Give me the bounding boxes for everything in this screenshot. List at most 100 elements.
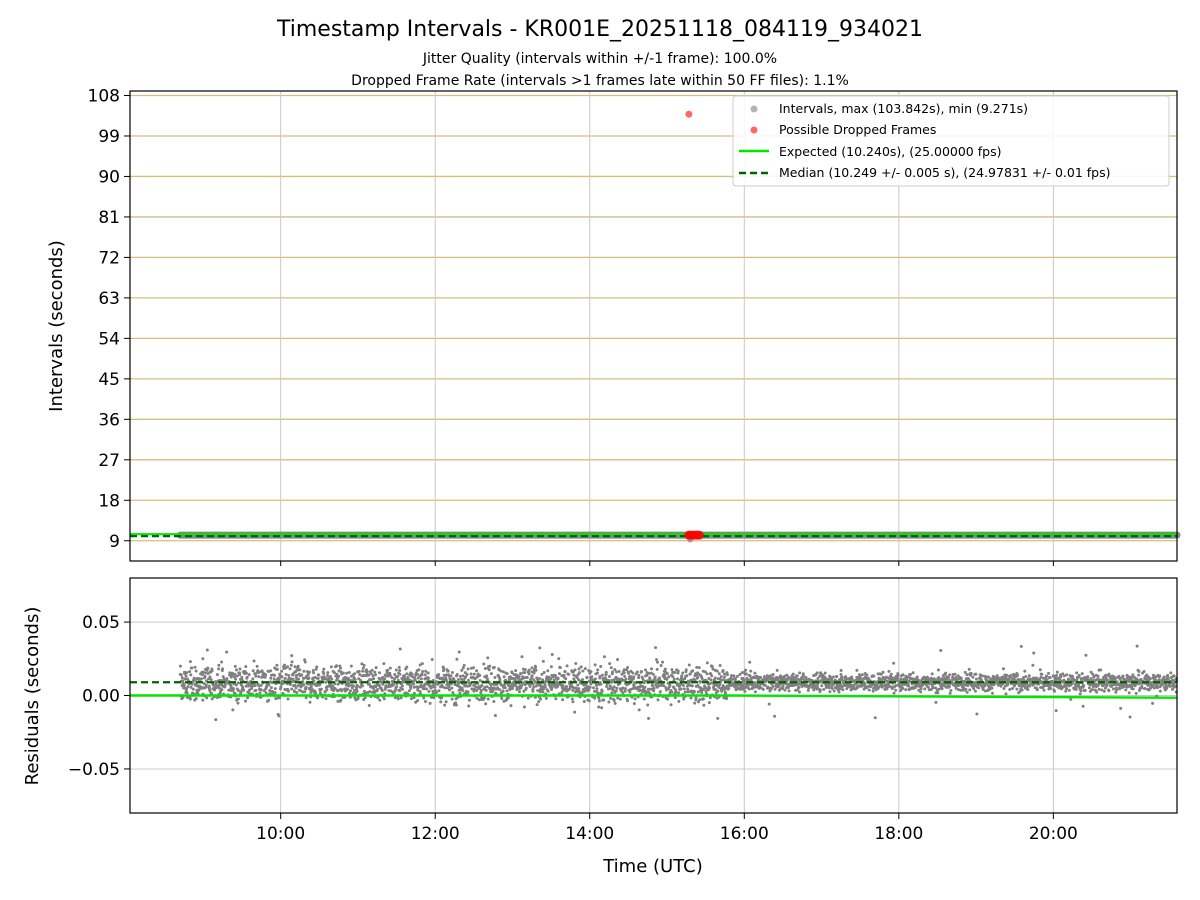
residual-point: [973, 689, 977, 693]
residual-point: [715, 669, 719, 673]
chart-title: Timestamp Intervals - KR001E_20251118_08…: [276, 17, 923, 42]
residual-point: [252, 659, 256, 663]
residual-point: [254, 688, 258, 692]
residual-point: [244, 684, 248, 688]
residual-point: [260, 669, 264, 673]
residual-point: [302, 669, 306, 673]
residual-point: [602, 698, 606, 702]
residual-point: [647, 671, 651, 675]
residual-point: [939, 649, 943, 653]
residual-point: [442, 669, 446, 673]
residual-point: [860, 684, 864, 688]
residual-point: [887, 669, 891, 673]
residual-point: [743, 678, 747, 682]
residual-point: [297, 677, 301, 681]
residual-point: [269, 676, 273, 680]
residual-point: [621, 691, 625, 695]
residual-point: [905, 677, 909, 681]
residual-point: [1074, 684, 1078, 688]
residual-point: [220, 688, 224, 692]
residual-point: [596, 671, 600, 675]
residual-point: [867, 688, 871, 692]
residual-point: [205, 696, 209, 700]
residual-point: [1061, 672, 1065, 676]
residual-point: [1149, 681, 1153, 685]
residual-point: [894, 688, 898, 692]
residual-point: [522, 689, 526, 693]
residual-point: [263, 675, 267, 679]
residual-point: [618, 697, 622, 701]
residual-point: [823, 671, 827, 675]
residual-point: [421, 670, 425, 674]
residual-point: [700, 677, 704, 681]
residual-point: [204, 683, 208, 687]
residual-point: [268, 689, 272, 693]
residual-point: [445, 680, 449, 684]
residual-point: [246, 696, 250, 700]
residual-point: [520, 655, 524, 659]
residual-point: [521, 681, 525, 685]
top-y-axis-label: Intervals (seconds): [46, 240, 67, 412]
residual-point: [839, 672, 843, 676]
residual-point: [677, 691, 681, 695]
residual-point: [341, 671, 345, 675]
residual-point: [800, 676, 804, 680]
residual-point: [469, 672, 473, 676]
residual-point: [532, 685, 536, 689]
residual-point: [812, 688, 816, 692]
residual-point: [538, 676, 542, 680]
residual-point: [412, 685, 416, 689]
residual-point: [577, 687, 581, 691]
residual-point: [953, 672, 957, 676]
residual-point: [1169, 684, 1173, 688]
residual-point: [318, 682, 322, 686]
residual-point: [967, 667, 971, 671]
residual-point: [1115, 680, 1119, 684]
residual-point: [493, 676, 497, 680]
residual-point: [237, 689, 241, 693]
residual-point: [530, 674, 534, 678]
residual-point: [423, 673, 427, 677]
residual-point: [437, 689, 441, 693]
residual-point: [423, 700, 427, 704]
residual-point: [316, 676, 320, 680]
residual-point: [542, 671, 546, 675]
residual-point: [1104, 673, 1108, 677]
residual-point: [666, 697, 670, 701]
residual-point: [594, 683, 598, 687]
residual-point: [934, 700, 938, 704]
residual-point: [206, 671, 210, 675]
residual-point: [275, 667, 279, 671]
residual-point: [608, 662, 612, 666]
residual-point: [259, 683, 263, 687]
residual-point: [233, 691, 237, 695]
residual-point: [1143, 686, 1147, 690]
residual-point: [653, 675, 657, 679]
residual-point: [550, 653, 554, 657]
residual-point: [684, 668, 688, 672]
residual-point: [365, 670, 369, 674]
residual-point: [872, 674, 876, 678]
residual-point: [655, 658, 659, 662]
residual-point: [623, 689, 627, 693]
residual-point: [839, 668, 843, 672]
residual-point: [523, 671, 527, 675]
residual-point: [520, 683, 524, 687]
residual-point: [573, 668, 577, 672]
residual-point: [567, 672, 571, 676]
residual-point: [337, 674, 341, 678]
residual-point: [643, 668, 647, 672]
residual-point: [383, 677, 387, 681]
residual-point: [534, 684, 538, 688]
residual-point: [633, 697, 637, 701]
residual-point: [759, 675, 763, 679]
residual-point: [367, 704, 371, 708]
residual-point: [1102, 689, 1106, 693]
residual-point: [1009, 673, 1013, 677]
residual-point: [862, 687, 866, 691]
residual-point: [1040, 672, 1044, 676]
residual-point: [447, 685, 451, 689]
residual-point: [361, 669, 365, 673]
residual-point: [738, 687, 742, 691]
residual-point: [721, 678, 725, 682]
